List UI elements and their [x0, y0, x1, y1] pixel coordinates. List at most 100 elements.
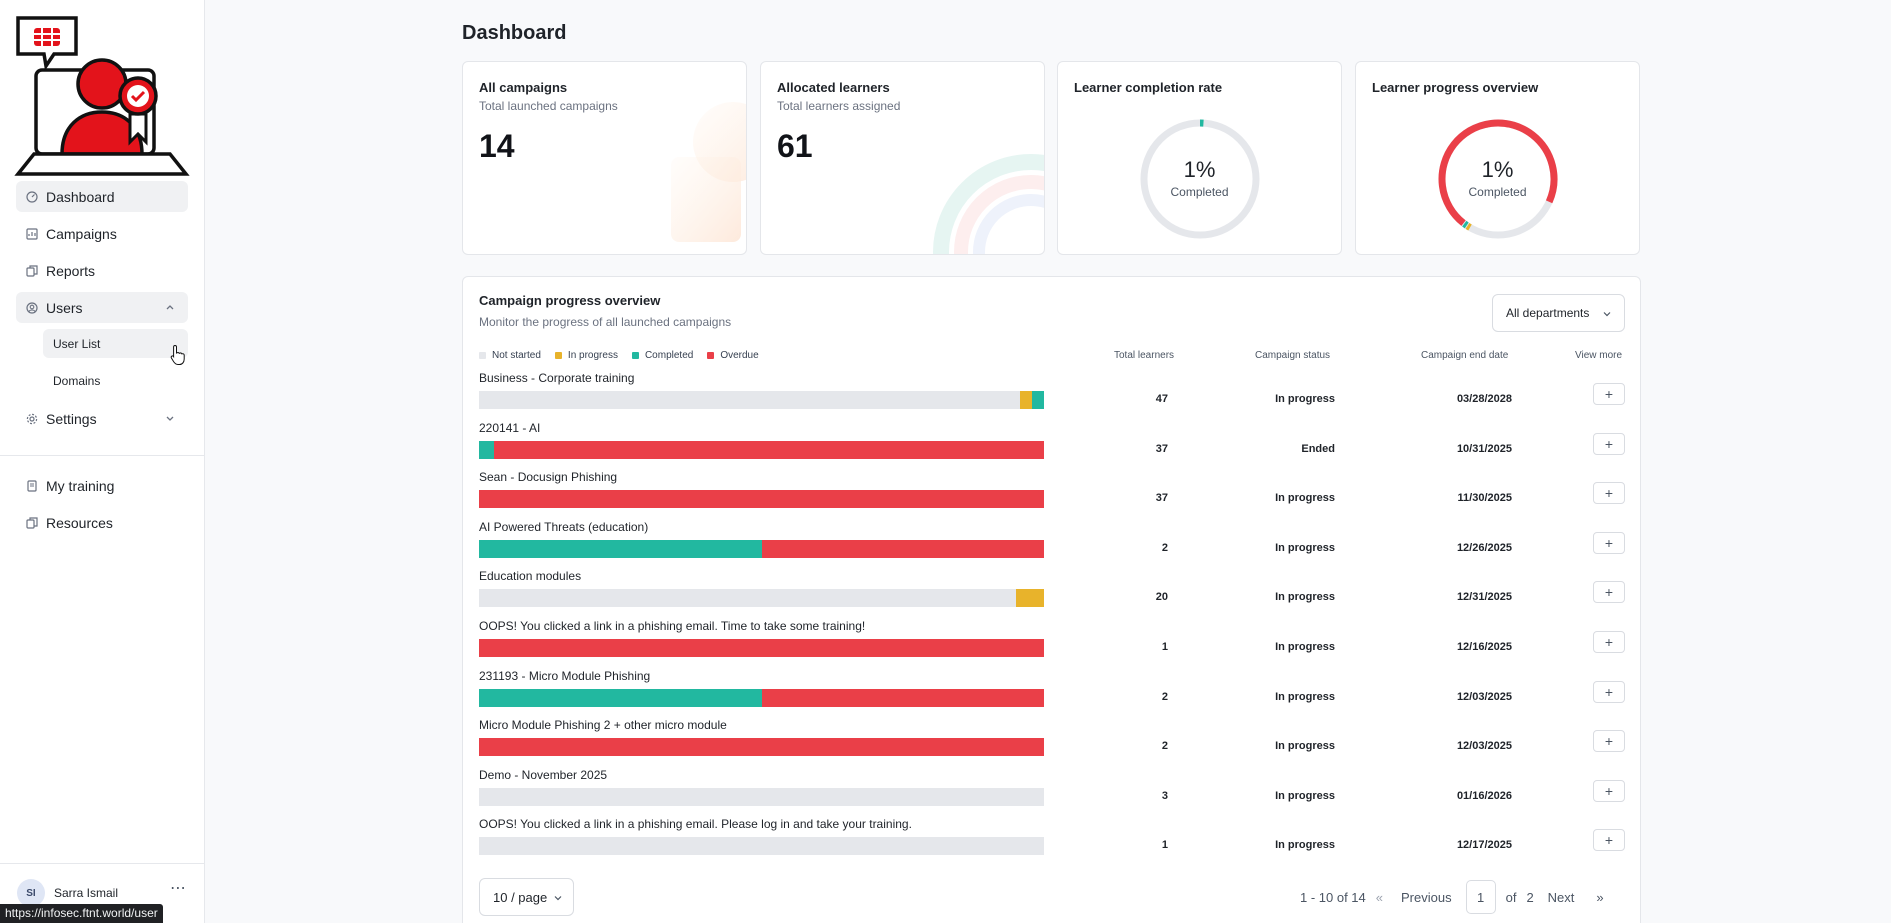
campaign-progress-bar [479, 688, 1044, 707]
current-page-input[interactable]: 1 [1465, 880, 1496, 914]
not-started-segment [479, 391, 1020, 409]
overdue-segment [761, 539, 1044, 558]
campaign-status: Ended [1301, 442, 1335, 455]
legend-label: In progress [567, 350, 618, 361]
legend-item: Not started [479, 350, 541, 361]
nav-label-resources: Resources [46, 514, 113, 531]
users-icon [26, 301, 38, 314]
gear-icon [26, 413, 38, 425]
col-header-end-date: Campaign end date [1421, 350, 1509, 361]
card-allocated-learners: Allocated learners Total learners assign… [760, 61, 1045, 255]
nav-item-dashboard[interactable]: Dashboard [16, 181, 188, 212]
pagination-range: 1 - 10 of 14 [1300, 889, 1366, 905]
previous-button[interactable]: Previous [1401, 889, 1452, 905]
view-more-button[interactable]: + [1593, 730, 1625, 753]
campaign-name: OOPS! You clicked a link in a phishing e… [479, 619, 866, 633]
department-select-value: All departments [1506, 306, 1590, 320]
campaign-status: In progress [1275, 393, 1335, 405]
panel-title: Campaign progress overview [479, 293, 661, 308]
total-learners: 3 [1161, 789, 1168, 802]
nav-item-my-training[interactable]: My training [16, 470, 188, 501]
legend: Not started In progress Completed Overdu… [479, 350, 773, 361]
sub-item-domains[interactable]: Domains [43, 366, 188, 395]
campaign-name: Micro Module Phishing 2 + other micro mo… [479, 718, 727, 733]
card-title: Allocated learners [777, 80, 890, 95]
user-name: Sarra Ismail [54, 886, 119, 900]
view-more-button[interactable]: + [1593, 531, 1625, 554]
campaign-end-date: 03/28/2028 [1456, 393, 1512, 405]
view-more-button[interactable]: + [1593, 631, 1625, 653]
view-more-button[interactable]: + [1593, 779, 1625, 802]
campaign-progress-bar [479, 639, 1044, 657]
chevron-down-icon [554, 896, 562, 901]
sub-label-domains: Domains [53, 373, 101, 388]
reports-icon [26, 264, 38, 277]
nav-item-settings[interactable]: Settings [16, 403, 188, 434]
campaign-end-date: 11/30/2025 [1457, 492, 1512, 505]
legend-item: Completed [631, 350, 693, 361]
sidebar-divider [0, 455, 205, 456]
progress-label: Completed [1468, 185, 1527, 199]
total-learners: 37 [1155, 442, 1168, 455]
nav-item-users[interactable]: Users [16, 292, 188, 323]
last-page-icon[interactable]: » [1596, 889, 1604, 905]
campaign-status: In progress [1275, 492, 1335, 505]
more-options-icon[interactable]: ⋯ [170, 880, 187, 897]
campaign-end-date: 12/17/2025 [1456, 839, 1512, 852]
sub-item-user-list[interactable]: User List [43, 329, 188, 358]
card-progress-overview: Learner progress overview 1% Completed [1355, 61, 1640, 255]
secondary-nav: My training Resources [16, 470, 188, 544]
nav-label-my-training: My training [46, 477, 115, 494]
chevron-up-icon [166, 305, 174, 310]
legend-swatch [479, 352, 486, 359]
legend-label: Overdue [720, 350, 759, 361]
card-decoration [933, 154, 1044, 254]
overdue-segment [479, 639, 1044, 657]
card-title: Learner progress overview [1372, 80, 1539, 95]
legend-swatch [631, 352, 639, 359]
plus-icon: + [1604, 386, 1614, 402]
department-select[interactable]: All departments [1492, 294, 1625, 332]
completed-segment [1031, 391, 1044, 409]
not-started-segment [479, 589, 1016, 608]
view-more-button[interactable]: + [1593, 829, 1625, 852]
nav-item-resources[interactable]: Resources [16, 507, 188, 538]
col-header-total: Total learners [1114, 350, 1175, 361]
card-all-campaigns: All campaigns Total launched campaigns 1… [462, 61, 747, 255]
view-more-button[interactable]: + [1593, 383, 1625, 405]
page-size-select[interactable]: 10 / page [479, 878, 574, 916]
progress-donut [1438, 119, 1558, 239]
nav-label-users: Users [46, 299, 83, 316]
first-page-icon[interactable]: « [1375, 889, 1384, 905]
overdue-segment [479, 738, 1044, 757]
view-more-button[interactable]: + [1593, 432, 1625, 455]
campaign-end-date: 12/03/2025 [1456, 690, 1512, 703]
legend-item: Overdue [707, 350, 759, 361]
completion-label: Completed [1170, 185, 1229, 199]
nav-label-reports: Reports [46, 262, 96, 279]
panel-subtitle: Monitor the progress of all launched cam… [479, 315, 732, 329]
view-more-button[interactable]: + [1593, 680, 1625, 703]
view-more-button[interactable]: + [1593, 581, 1625, 604]
campaign-row: Education modules 20 In progress 12/31/2025… [479, 569, 1625, 619]
total-learners: 2 [1161, 690, 1168, 703]
learners-count: 61 [777, 128, 813, 164]
avatar[interactable]: SI [17, 879, 45, 907]
campaign-status: In progress [1275, 690, 1335, 703]
campaign-row: Sean - Docusign Phishing 37 In progress 11/… [479, 470, 1625, 520]
campaign-status: In progress [1275, 839, 1335, 852]
legend-item: In progress [554, 350, 618, 361]
view-more-button[interactable]: + [1593, 482, 1625, 505]
nav-item-reports[interactable]: Reports [16, 255, 188, 286]
total-learners: 37 [1155, 492, 1168, 505]
campaign-row: Micro Module Phishing 2 + other micro mo… [479, 718, 1625, 768]
card-decoration [671, 102, 746, 242]
nav-item-campaigns[interactable]: Campaigns [16, 218, 188, 249]
in-progress-segment [1019, 391, 1032, 409]
next-button[interactable]: Next [1547, 889, 1575, 905]
campaign-name: OOPS! You clicked a link in a phishing e… [479, 817, 912, 832]
card-completion-rate: Learner completion rate 1% Completed [1057, 61, 1342, 255]
completion-percent: 1% [1183, 157, 1216, 182]
campaigns-count: 14 [479, 128, 515, 164]
overdue-segment [494, 440, 1044, 459]
